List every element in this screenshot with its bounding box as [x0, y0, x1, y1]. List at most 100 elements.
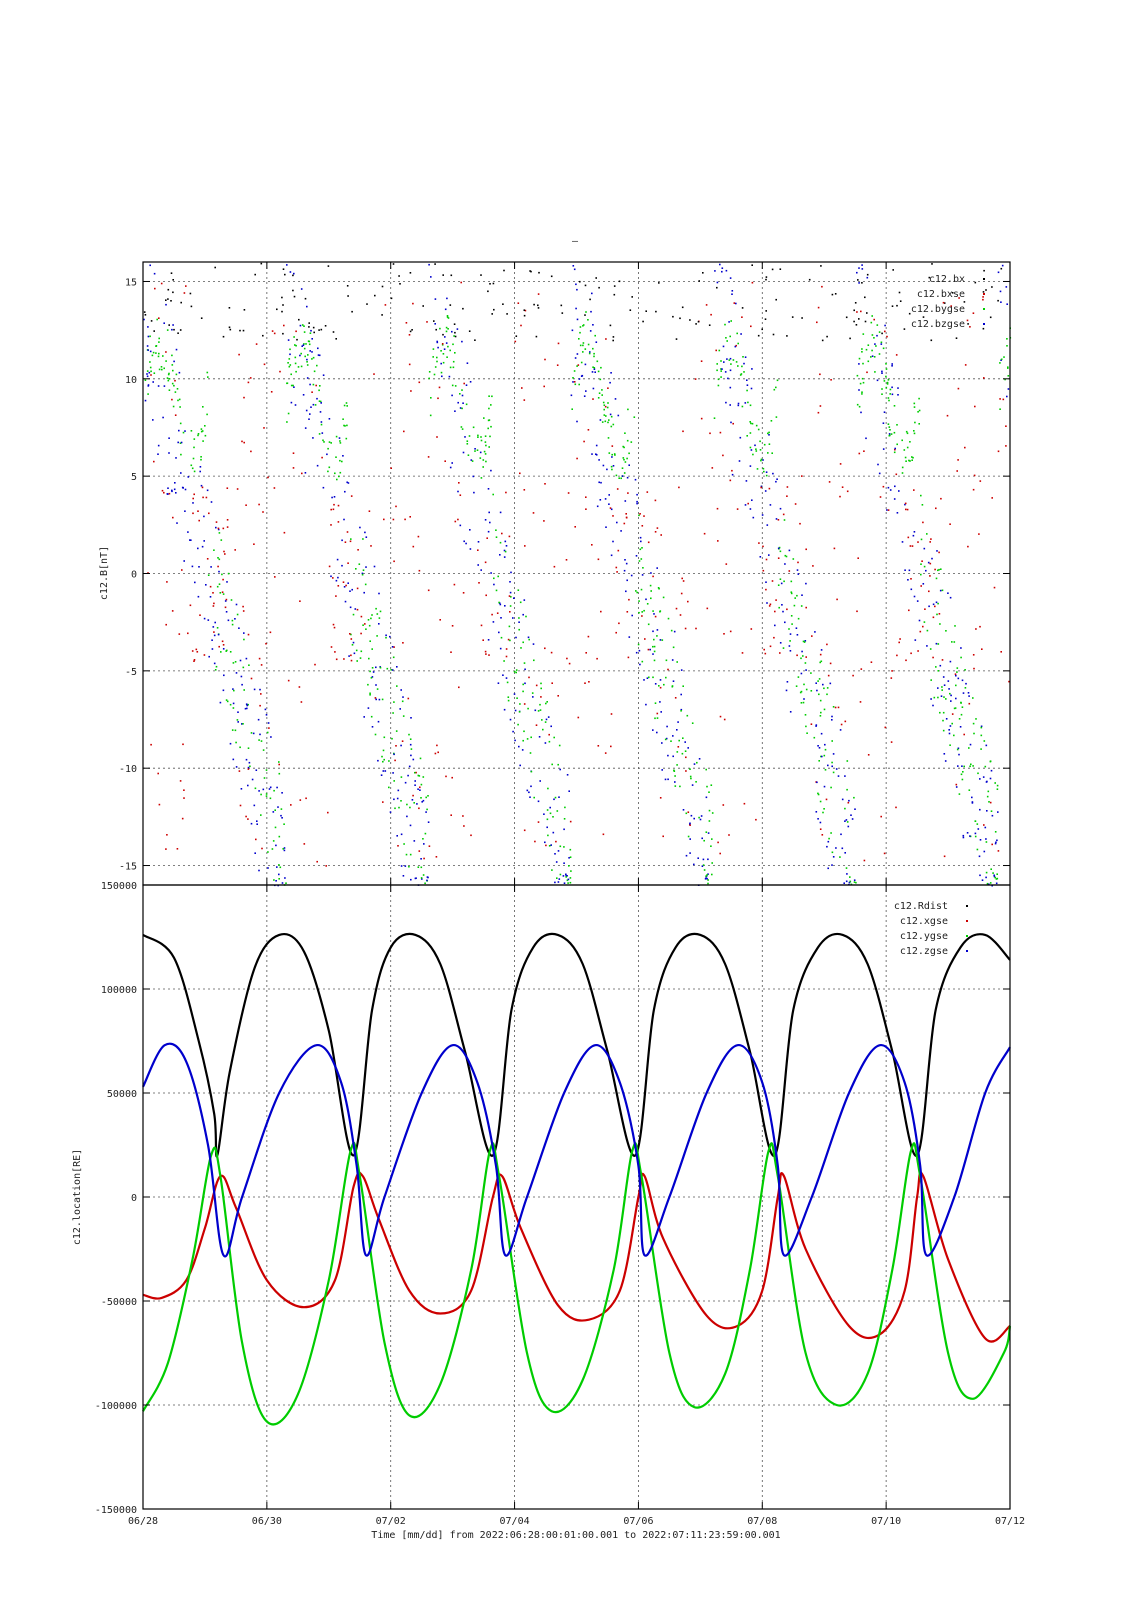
scatter-point: [853, 320, 855, 323]
scatter-point: [398, 275, 400, 277]
scatter-point: [979, 808, 981, 811]
scatter-point: [350, 654, 352, 657]
scatter-point: [910, 588, 913, 591]
scatter-point: [412, 545, 415, 548]
scatter-point: [279, 866, 282, 869]
scatter-point: [503, 549, 506, 552]
scatter-point: [355, 649, 358, 652]
scatter-point: [539, 703, 541, 706]
scatter-point: [523, 599, 526, 601]
scatter-point: [850, 814, 852, 816]
scatter-point: [749, 432, 752, 434]
scatter-point: [241, 683, 243, 686]
scatter-point: [654, 683, 657, 685]
scatter-point: [267, 722, 270, 724]
scatter-point: [801, 650, 803, 653]
scatter-point: [797, 676, 800, 678]
chart-title: –: [572, 236, 579, 247]
scatter-point: [265, 793, 268, 795]
scatter-point: [441, 344, 444, 346]
scatter-point: [795, 627, 798, 629]
scatter-point: [625, 562, 628, 565]
scatter-point: [520, 324, 522, 327]
scatter-point: [299, 600, 301, 602]
scatter-point: [300, 352, 302, 355]
scatter-point: [950, 305, 952, 307]
scatter-point: [299, 324, 302, 327]
scatter-point: [588, 681, 590, 683]
scatter-point: [746, 384, 749, 386]
scatter-point: [600, 366, 602, 369]
scatter-point: [720, 368, 722, 370]
scatter-point: [910, 652, 912, 655]
scatter-point: [607, 387, 609, 389]
scatter-point: [913, 406, 916, 408]
scatter-point: [726, 358, 728, 360]
scatter-point: [724, 323, 726, 326]
scatter-point: [371, 667, 374, 669]
scatter-point: [408, 733, 410, 736]
scatter-point: [428, 371, 431, 373]
scatter-point: [744, 356, 747, 358]
scatter-point: [463, 825, 465, 827]
scatter-point: [954, 673, 957, 675]
scatter-point: [544, 841, 546, 844]
scatter-point: [459, 524, 462, 527]
scatter-point: [689, 824, 691, 826]
scatter-point: [831, 851, 834, 854]
scatter-point: [590, 310, 592, 313]
scatter-point: [216, 627, 219, 629]
x-tick-label: 07/08: [747, 1516, 777, 1527]
scatter-point: [533, 796, 535, 799]
scatter-point: [928, 605, 930, 608]
scatter-point: [940, 695, 943, 697]
scatter-point: [392, 656, 395, 659]
scatter-point: [887, 397, 890, 399]
scatter-point: [155, 345, 158, 347]
scatter-point: [663, 683, 665, 686]
scatter-point: [178, 633, 181, 635]
scatter-point: [393, 701, 395, 703]
scatter-point: [360, 650, 363, 653]
scatter-point: [823, 808, 825, 810]
scatter-point: [205, 584, 207, 586]
scatter-point: [968, 747, 970, 749]
scatter-point: [957, 387, 960, 390]
scatter-point: [870, 321, 873, 324]
scatter-point: [751, 264, 753, 266]
scatter-point: [171, 328, 173, 331]
scatter-point: [368, 624, 371, 627]
scatter-point: [840, 833, 842, 836]
scatter-point: [1003, 356, 1005, 358]
scatter-point: [457, 518, 459, 521]
scatter-point: [335, 435, 338, 438]
scatter-point: [242, 329, 245, 332]
scatter-point: [725, 563, 728, 565]
scatter-point: [351, 588, 353, 591]
scatter-point: [687, 600, 689, 603]
scatter-point: [612, 515, 614, 517]
scatter-point: [442, 274, 444, 276]
scatter-point: [523, 829, 526, 832]
scatter-point: [480, 439, 483, 442]
scatter-point: [945, 698, 947, 700]
scatter-point: [941, 589, 944, 592]
scatter-point: [405, 853, 408, 856]
scatter-point: [213, 631, 215, 633]
scatter-point: [609, 324, 612, 327]
scatter-point: [938, 551, 940, 554]
scatter-point: [804, 640, 807, 642]
scatter-point: [568, 790, 570, 792]
scatter-point: [181, 817, 184, 820]
scatter-point: [247, 766, 250, 769]
scatter-point: [378, 617, 381, 619]
scatter-point: [177, 399, 179, 402]
scatter-point: [167, 379, 170, 382]
scatter-point: [261, 847, 263, 850]
scatter-point: [937, 670, 940, 672]
scatter-point: [315, 384, 317, 387]
scatter-point: [176, 388, 179, 390]
scatter-point: [871, 334, 874, 336]
scatter-point: [205, 496, 208, 499]
